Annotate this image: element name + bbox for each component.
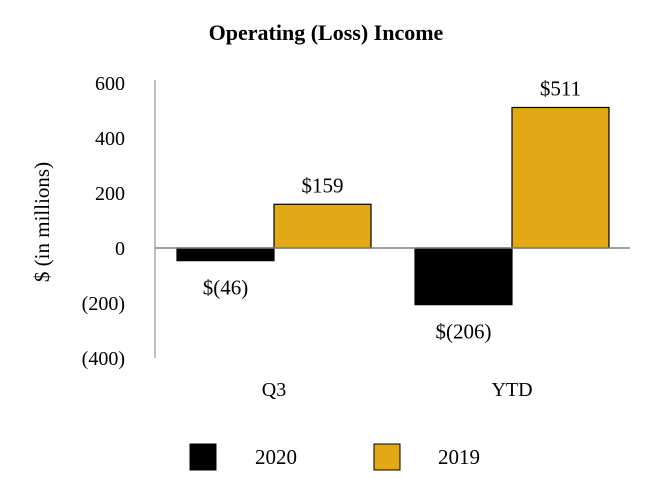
legend-label-2020: 2020 — [255, 445, 297, 469]
bar-2020-ytd — [414, 247, 513, 306]
legend-swatch-2020 — [189, 443, 217, 471]
y-tick-label: 600 — [95, 73, 125, 95]
legend-swatch-2019 — [373, 443, 401, 471]
data-label-2020-q3: $(46) — [203, 276, 249, 300]
y-axis-title: $ (in millions) — [30, 162, 54, 282]
legend: 2020 2019 — [189, 443, 480, 471]
y-tick-label: 400 — [95, 128, 125, 150]
y-tick-label: 200 — [95, 183, 125, 205]
x-axis-ticks: Q3 YTD — [262, 379, 533, 401]
x-tick-label: Q3 — [262, 379, 286, 401]
x-tick-label: YTD — [491, 379, 532, 401]
bar-2019-q3 — [273, 203, 372, 249]
data-label-2019-ytd: $511 — [540, 76, 581, 100]
bar-labels-group: $(46) $159 $(206) $511 — [203, 76, 581, 343]
legend-label-2019: 2019 — [438, 445, 480, 469]
bar-2019-ytd — [511, 106, 610, 249]
data-label-2020-ytd: $(206) — [436, 320, 492, 344]
y-tick-label: 0 — [115, 238, 125, 260]
bar-2020-q3 — [176, 247, 275, 262]
y-tick-label: (400) — [82, 348, 125, 370]
chart-title: Operating (Loss) Income — [209, 20, 444, 45]
bars-group — [176, 106, 610, 306]
y-axis-ticks: 600 400 200 0 (200) (400) — [82, 73, 125, 370]
y-tick-label: (200) — [82, 293, 125, 315]
data-label-2019-q3: $159 — [302, 173, 344, 197]
